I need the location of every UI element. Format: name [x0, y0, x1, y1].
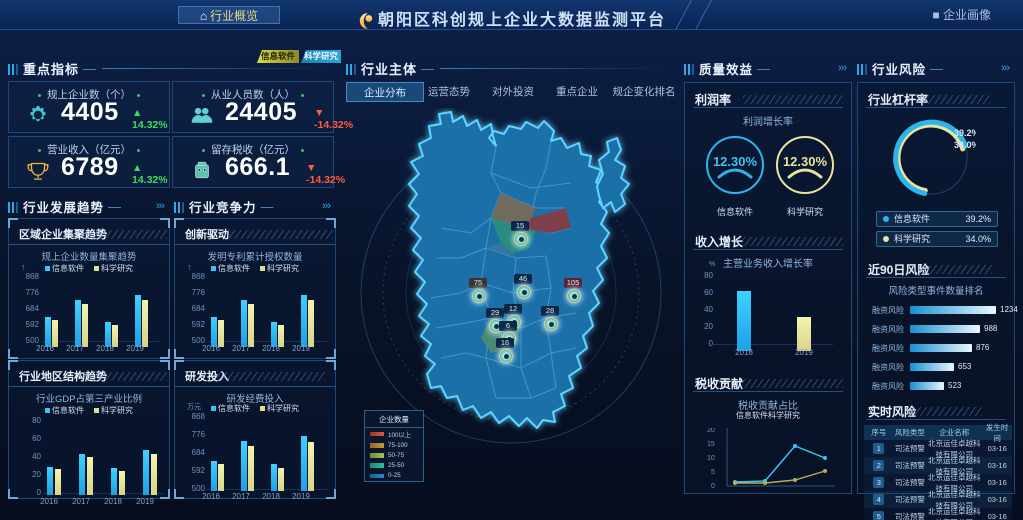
svg-text:34.0%: 34.0%: [954, 140, 976, 150]
svg-text:10: 10: [707, 455, 715, 462]
svg-text:20: 20: [707, 428, 715, 434]
svg-text:0: 0: [711, 483, 715, 490]
svg-text:5: 5: [711, 469, 715, 476]
svg-text:15: 15: [707, 441, 715, 448]
svg-text:39.2%: 39.2%: [954, 128, 976, 138]
